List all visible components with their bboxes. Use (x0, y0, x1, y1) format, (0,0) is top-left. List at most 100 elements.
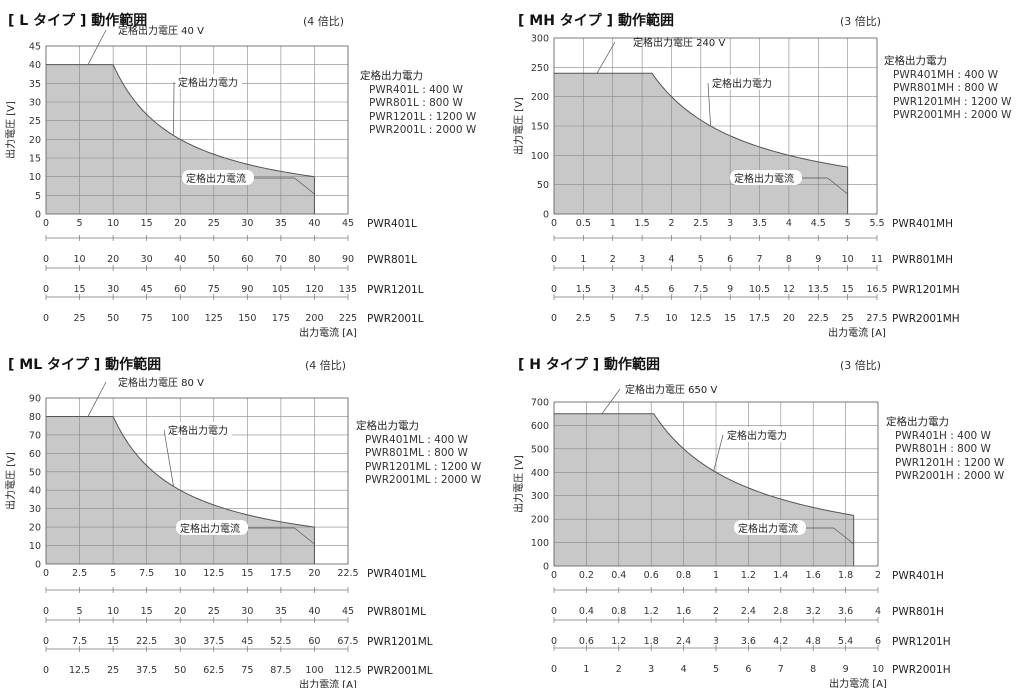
x-tick-label: 0 (43, 218, 49, 229)
x-tick-label: 0 (43, 284, 49, 295)
x-tick-label: 5 (713, 664, 719, 675)
rated-power-label-bg (176, 74, 242, 89)
x-tick-label: 2 (875, 570, 881, 581)
x-tick-label: 7.5 (693, 284, 708, 295)
rated-current-label-bg (734, 520, 806, 535)
model-axis-label: PWR401MH (892, 218, 953, 230)
x-tick-label: 100 (171, 313, 189, 324)
legend-item: PWR2001ML : 2000 W (365, 474, 482, 486)
x-tick-label: 3.6 (741, 636, 756, 647)
chart-title: [ MH タイプ ] 動作範囲 (518, 13, 674, 29)
rated-voltage-annotation: 定格出力電圧 650 V (625, 383, 717, 396)
x-tick-label: 6 (668, 284, 674, 295)
x-tick-label: 15 (74, 284, 86, 295)
x-tick-label: 35 (275, 606, 287, 617)
x-tick-label: 1.6 (806, 570, 821, 581)
x-tick-label: 75 (208, 284, 220, 295)
model-axis-label: PWR401ML (367, 568, 426, 580)
x-tick-label: 30 (107, 284, 119, 295)
x-tick-label: 1 (583, 664, 589, 675)
y-tick-label: 60 (29, 449, 41, 460)
rated-voltage-annotation: 定格出力電圧 80 V (118, 376, 204, 389)
chart-title: [ L タイプ ] 動作範囲 (8, 13, 148, 29)
x-tick-label: 0.6 (579, 636, 594, 647)
x-tick-label: 150 (238, 313, 256, 324)
x-tick-label: 5 (845, 218, 851, 229)
chart-panel-mh-type: [ MH タイプ ] 動作範囲 (3 倍比) 定格出力電力 PWR401MH :… (512, 0, 1024, 344)
x-tick-label: 9 (815, 254, 821, 265)
y-tick-label: 0 (35, 560, 41, 571)
chart-panel-ml-type: [ ML タイプ ] 動作範囲 (4 倍比) 定格出力電力 PWR401ML :… (0, 344, 512, 688)
model-axis-label: PWR401H (892, 570, 944, 582)
legend-item: PWR401ML : 400 W (365, 433, 468, 446)
x-tick-label: 7 (757, 254, 763, 265)
y-tick-label: 90 (29, 394, 41, 405)
x-tick-label: 70 (275, 254, 287, 265)
y-tick-label: 200 (531, 92, 549, 103)
x-tick-label: 4.5 (811, 218, 826, 229)
x-tick-label: 2.5 (72, 568, 87, 579)
x-tick-label: 6 (875, 636, 881, 647)
x-tick-label: 50 (174, 665, 186, 676)
model-axis-label: PWR2001MH (892, 313, 960, 325)
x-tick-label: 135 (339, 284, 357, 295)
x-tick-label: 40 (174, 254, 186, 265)
legend-item: PWR2001L : 2000 W (369, 124, 477, 136)
legend-item: PWR401L : 400 W (369, 83, 463, 96)
boundary-line (554, 413, 854, 516)
x-tick-label: 16.5 (866, 284, 887, 295)
legend-item: PWR2001H : 2000 W (895, 470, 1005, 482)
x-tick-label: 3 (727, 218, 733, 229)
x-tick-label: 0.8 (611, 606, 626, 617)
x-tick-label: 4 (786, 218, 792, 229)
rated-power-label-bg (725, 427, 791, 442)
ratio-label: (3 倍比) (840, 15, 882, 28)
x-tick-label: 4.8 (806, 636, 821, 647)
model-axis-label: PWR401L (367, 218, 417, 230)
x-tick-label: 10 (665, 313, 677, 324)
x-tick-label: 0.2 (579, 570, 594, 581)
chart-svg: 0 5 10 15 20 25 30 35 40 45 出力電圧 [V] 0 5 10 15 20 25 30 35… (4, 24, 424, 339)
x-tick-label: 0 (551, 218, 557, 229)
x-axis-label: 出力電流 [A] (828, 326, 886, 339)
model-axis-label: PWR2001H (892, 664, 951, 676)
x-tick-label: 3 (713, 636, 719, 647)
y-tick-label: 0 (543, 210, 549, 221)
x-tick-label: 15 (241, 568, 253, 579)
x-tick-label: 8 (786, 254, 792, 265)
y-tick-label: 45 (29, 42, 41, 53)
x-tick-label: 20 (107, 254, 119, 265)
x-tick-label: 25 (74, 313, 86, 324)
y-tick-label: 10 (29, 172, 41, 183)
x-tick-label: 0 (551, 664, 557, 675)
rated-power-annotation: 定格出力電力 (178, 76, 238, 89)
y-tick-label: 0 (35, 210, 41, 221)
x-tick-label: 45 (141, 284, 153, 295)
x-tick-label: 22.5 (808, 313, 829, 324)
y-tick-label: 100 (531, 538, 549, 549)
rated-power-annotation: 定格出力電力 (727, 429, 787, 442)
x-tick-label: 75 (141, 313, 153, 324)
model-axis-label: PWR801L (367, 254, 417, 266)
x-tick-label: 2 (610, 254, 616, 265)
x-tick-label: 100 (305, 665, 323, 676)
x-tick-label: 9 (843, 664, 849, 675)
x-tick-label: 1 (610, 218, 616, 229)
rated-voltage-pointer (601, 388, 621, 414)
x-tick-label: 80 (308, 254, 320, 265)
model-axis-label: PWR2001L (367, 313, 424, 325)
plot-frame (45, 397, 349, 565)
x-tick-label: 12.5 (203, 568, 224, 579)
x-tick-label: 37.5 (136, 665, 157, 676)
x-tick-label: 50 (107, 313, 119, 324)
rated-power-annotation: 定格出力電力 (168, 424, 228, 437)
x-tick-label: 60 (174, 284, 186, 295)
x-tick-label: 0 (43, 665, 49, 676)
x-tick-label: 2.5 (576, 313, 591, 324)
x-tick-label: 25 (107, 665, 119, 676)
x-tick-label: 2 (668, 218, 674, 229)
x-tick-label: 4 (668, 254, 674, 265)
x-tick-label: 0.4 (579, 606, 594, 617)
x-tick-label: 5 (610, 313, 616, 324)
